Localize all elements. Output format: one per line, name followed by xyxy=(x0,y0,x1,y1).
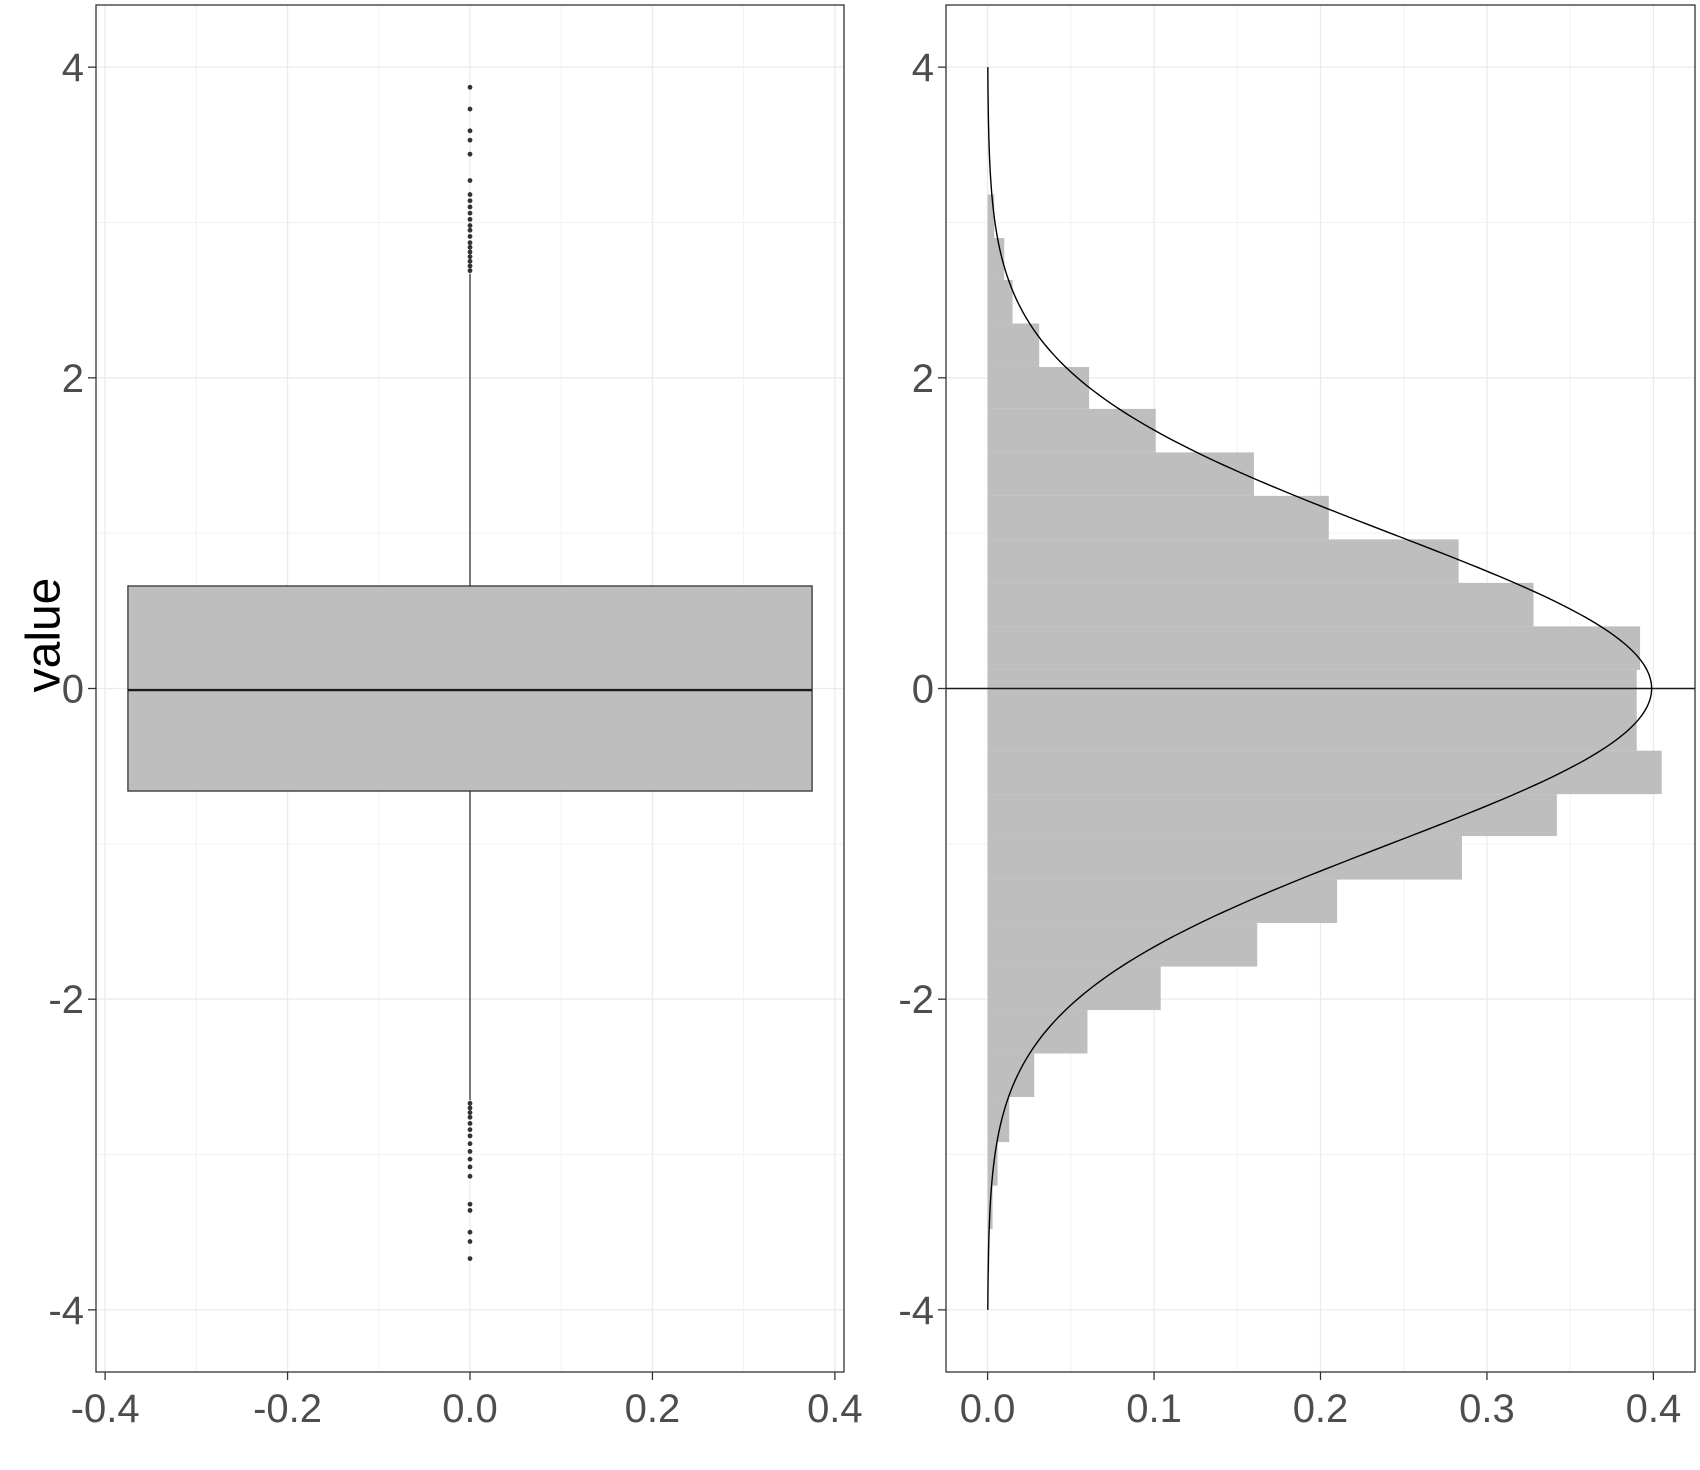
outlier-point xyxy=(467,198,473,204)
histogram-bar xyxy=(987,194,995,239)
x-tick-label: -0.4 xyxy=(71,1387,140,1431)
outlier-point xyxy=(467,1121,473,1126)
y-tick-label: 0 xyxy=(62,668,84,712)
outlier-point xyxy=(467,210,473,216)
outlier-point xyxy=(467,258,473,264)
histogram-bar xyxy=(987,452,1254,496)
histogram-panel: -4 -2 0 2 4 0.0 0.1 0.2 0.3 0.4 xyxy=(898,4,1696,1431)
histogram-bar xyxy=(987,539,1459,583)
outlier-point xyxy=(467,1127,473,1133)
outlier-point xyxy=(467,137,473,143)
histogram-bar xyxy=(987,495,1329,540)
y-tick-label: 4 xyxy=(912,46,934,90)
outlier-point xyxy=(467,268,473,274)
outlier-point xyxy=(467,1164,473,1170)
outlier-point xyxy=(467,1149,473,1154)
outlier-point xyxy=(467,84,473,90)
histogram-bar xyxy=(987,923,1258,967)
histogram-bar xyxy=(987,966,1161,1011)
x-tick-label: 0.1 xyxy=(1126,1387,1182,1431)
outlier-point xyxy=(467,1133,473,1139)
histogram-bar xyxy=(987,626,1641,670)
histogram-bar xyxy=(987,582,1534,627)
y-tick-label: -4 xyxy=(48,1289,84,1333)
outlier-point xyxy=(467,249,473,255)
outlier-point xyxy=(467,244,473,250)
y-tick-label: 2 xyxy=(62,357,84,401)
histogram-bar xyxy=(987,879,1338,924)
outlier-point xyxy=(467,151,473,157)
outlier-point xyxy=(467,106,473,112)
outlier-point xyxy=(467,1110,473,1115)
y-tick-label: 2 xyxy=(912,357,934,401)
y-tick-label: -4 xyxy=(898,1289,934,1333)
histogram-bar xyxy=(987,323,1040,367)
histogram-bar xyxy=(987,750,1662,795)
histogram-bar xyxy=(987,669,1637,751)
outlier-point xyxy=(467,178,473,183)
histogram-bar xyxy=(987,366,1090,409)
outlier-point xyxy=(467,1239,473,1244)
box-iqr xyxy=(127,585,813,792)
outlier-point xyxy=(467,1229,473,1235)
outlier-point xyxy=(467,1156,473,1162)
outlier-point xyxy=(467,240,473,246)
boxplot-panel: -4 -2 0 2 4 -0.4 -0.2 0.0 0.2 0.4 xyxy=(48,4,863,1431)
x-tick-label: 0.0 xyxy=(960,1387,1016,1431)
outlier-point xyxy=(467,1201,473,1207)
y-tick-label: 0 xyxy=(912,668,934,712)
outlier-point xyxy=(467,254,473,260)
x-tick-label: 0.4 xyxy=(807,1387,863,1431)
outlier-point xyxy=(467,216,473,222)
outlier-point xyxy=(467,1173,473,1179)
y-tick-label: -2 xyxy=(48,978,84,1022)
outlier-point xyxy=(467,1100,473,1106)
histogram-bar xyxy=(987,1142,998,1186)
x-tick-label: 0.0 xyxy=(442,1387,498,1431)
y-tick-label: -2 xyxy=(898,978,934,1022)
outlier-point xyxy=(467,234,473,239)
density-curve xyxy=(987,67,1653,1310)
histogram-bar xyxy=(987,1097,1010,1143)
x-tick-label: 0.3 xyxy=(1459,1387,1515,1431)
x-tick-label: 0.4 xyxy=(1626,1387,1682,1431)
outlier-point xyxy=(467,1208,473,1213)
x-tick-label: -0.2 xyxy=(253,1387,322,1431)
x-tick-label: 0.2 xyxy=(1293,1387,1349,1431)
panel-border xyxy=(95,4,845,1373)
outlier-point xyxy=(467,227,473,233)
histogram-bar xyxy=(987,836,1462,880)
y-tick-label: 4 xyxy=(62,46,84,90)
histogram-bar xyxy=(987,408,1156,453)
outlier-point xyxy=(467,1114,473,1120)
histogram-bar xyxy=(987,279,1013,324)
outlier-point xyxy=(467,204,473,210)
outlier-point xyxy=(467,192,473,197)
histogram-bar xyxy=(987,794,1557,837)
panel-border xyxy=(945,4,1696,1373)
outlier-point xyxy=(467,1105,473,1111)
outlier-point xyxy=(467,1141,473,1147)
outlier-point xyxy=(467,1256,473,1262)
outlier-point xyxy=(467,223,473,228)
x-tick-label: 0.2 xyxy=(625,1387,681,1431)
outlier-point xyxy=(467,263,473,269)
outlier-point xyxy=(467,128,473,134)
histogram-bar xyxy=(987,1010,1088,1054)
